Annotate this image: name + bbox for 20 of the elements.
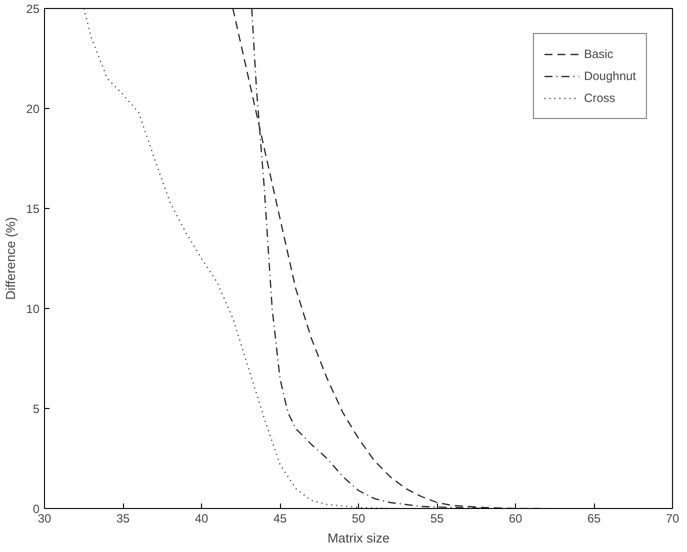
x-tick-label: 65 (587, 512, 601, 526)
x-tick-label: 30 (38, 512, 52, 526)
x-tick-label: 50 (352, 512, 366, 526)
y-tick-label: 15 (26, 202, 40, 216)
y-axis-title: Difference (%) (3, 217, 18, 300)
x-tick-label: 70 (666, 512, 680, 526)
x-axis-title: Matrix size (327, 530, 390, 546)
y-tick-label: 20 (26, 102, 40, 116)
y-tick-label: 0 (32, 502, 40, 516)
y-tick-label: 10 (26, 302, 40, 316)
y-tick-label: 25 (26, 2, 40, 16)
y-tick-label: 5 (32, 402, 40, 416)
x-tick-label: 35 (116, 512, 130, 526)
legend-label: Basic (584, 47, 614, 61)
x-tick-label: 40 (194, 512, 208, 526)
legend-label: Cross (584, 91, 616, 105)
x-tick-label: 45 (273, 512, 287, 526)
x-tick-label: 55 (430, 512, 444, 526)
x-tick-label: 60 (508, 512, 522, 526)
legend-label: Doughnut (584, 69, 636, 83)
